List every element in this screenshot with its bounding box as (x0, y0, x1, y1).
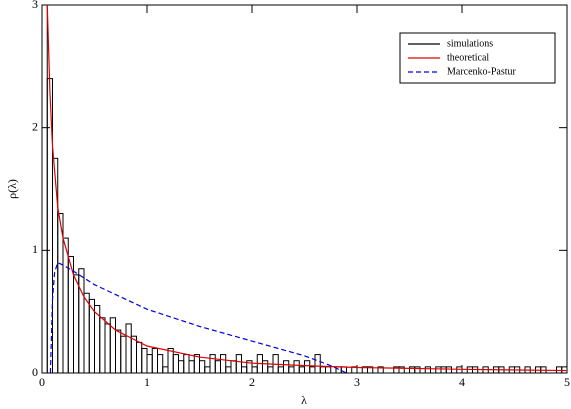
histogram-bin (141, 347, 148, 373)
y-tick-label: 2 (32, 119, 38, 133)
histogram-bin (277, 366, 284, 373)
histogram-bin (136, 341, 143, 373)
curve (46, 5, 567, 372)
histogram-bin (251, 366, 258, 373)
histogram-bin (283, 360, 290, 373)
histogram-bin (167, 347, 174, 373)
histogram-bin (377, 366, 384, 373)
histogram-bin (78, 268, 85, 373)
histogram-bin (424, 366, 431, 373)
histogram-bin (73, 274, 80, 373)
histogram-bin (104, 323, 111, 373)
x-tick-label: 5 (564, 375, 570, 389)
histogram-bin (325, 366, 332, 373)
histogram-bin (367, 366, 374, 373)
histogram-bin (157, 354, 164, 373)
histogram-bin (409, 366, 416, 373)
legend-label: theoretical (447, 52, 489, 63)
plot-area (42, 5, 567, 373)
histogram-bin (225, 366, 232, 373)
histogram-bin (151, 347, 158, 373)
histogram-bin (162, 366, 169, 373)
histogram-bin (319, 366, 326, 373)
histogram-bin (445, 366, 452, 373)
histogram-bin (267, 366, 274, 373)
histogram-bin (183, 354, 190, 373)
y-tick-label: 3 (32, 0, 38, 11)
histogram-bin (120, 335, 127, 373)
y-tick-label: 1 (32, 242, 38, 256)
x-tick-label: 2 (249, 375, 255, 389)
histogram-bin (314, 354, 321, 373)
histogram-bin (146, 354, 153, 373)
histogram-bin (456, 366, 463, 373)
x-tick-label: 3 (354, 375, 360, 389)
histogram-bin (115, 329, 122, 373)
y-axis-label: ρ(λ) (5, 179, 19, 199)
histogram-bin (293, 360, 300, 373)
histogram-bin (298, 366, 305, 373)
histogram-bin (83, 292, 90, 373)
histogram-bin (440, 366, 447, 373)
x-tick-label: 1 (144, 375, 150, 389)
histogram-bin (99, 317, 106, 373)
histogram-bin (57, 213, 64, 373)
histogram-bin (335, 366, 342, 373)
histogram-bin (178, 360, 185, 373)
histogram-bin (42, 5, 48, 373)
x-tick-label: 0 (39, 375, 45, 389)
histogram-bin (435, 366, 442, 373)
histogram-bin (172, 354, 179, 373)
histogram-bin (304, 360, 311, 373)
histogram-bin (288, 366, 295, 373)
histogram-bin (309, 366, 316, 373)
legend: simulations theoretical Marcenko-Pastur (408, 38, 517, 77)
histogram-bin (204, 366, 211, 373)
histogram-bin (262, 360, 269, 373)
histogram-bin (199, 360, 206, 373)
x-axis-label: λ (301, 393, 307, 407)
legend-label: simulations (447, 38, 493, 49)
histogram-bin (230, 360, 237, 373)
x-tick-label: 4 (459, 375, 465, 389)
histogram-bin (241, 366, 248, 373)
y-tick-label: 0 (32, 365, 38, 379)
histogram-bin (220, 354, 227, 373)
curve (49, 261, 347, 373)
histogram-bin (398, 366, 405, 373)
histogram-bin (414, 366, 421, 373)
legend-label: Marcenko-Pastur (447, 66, 517, 77)
histogram-bin (125, 323, 132, 373)
histogram-bin (62, 237, 69, 373)
histogram-bin (188, 360, 195, 373)
histogram-bin (130, 335, 137, 373)
histogram-bin (209, 354, 216, 373)
histogram-bin (235, 354, 242, 373)
histogram-bin (214, 360, 221, 373)
